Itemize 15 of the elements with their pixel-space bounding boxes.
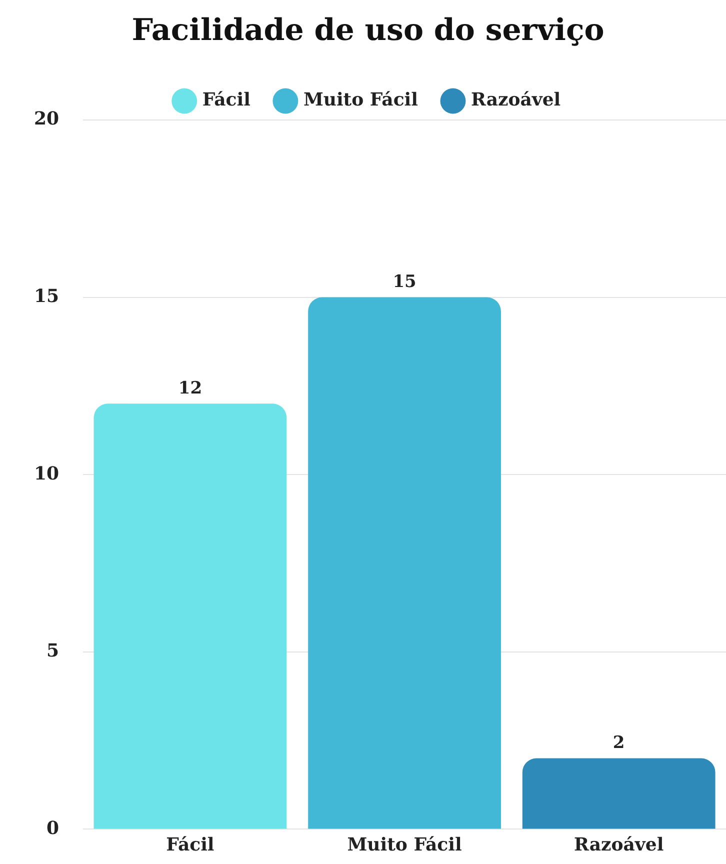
y-tick-label: 0 bbox=[46, 818, 60, 839]
data-label: 12 bbox=[178, 378, 202, 399]
legend-label: Muito Fácil bbox=[303, 90, 418, 111]
y-tick-label: 15 bbox=[34, 286, 60, 307]
data-label: 15 bbox=[392, 272, 416, 292]
x-tick-label: Muito Fácil bbox=[347, 834, 462, 856]
y-tick-label: 10 bbox=[34, 463, 60, 484]
legend-label: Razoável bbox=[470, 90, 561, 111]
y-tick-label: 20 bbox=[34, 108, 60, 130]
legend-label: Fácil bbox=[202, 90, 251, 111]
x-tick-label: Fácil bbox=[166, 834, 214, 856]
chart-title: Facilidade de uso do serviço bbox=[132, 12, 604, 48]
data-label: 2 bbox=[612, 733, 625, 754]
y-tick-label: 5 bbox=[46, 640, 60, 662]
x-tick-label: Razoável bbox=[574, 834, 664, 856]
